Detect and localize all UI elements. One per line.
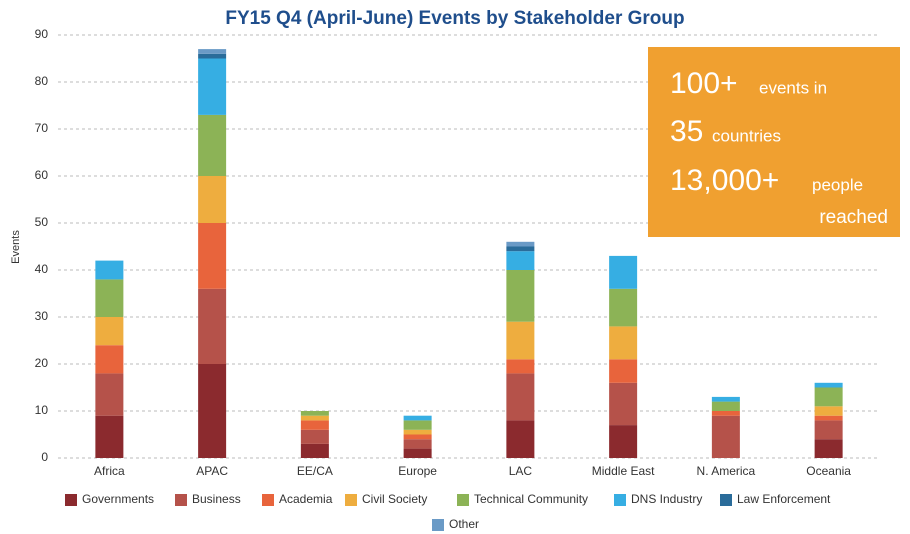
bar-segment	[609, 425, 638, 458]
bar-segment	[198, 364, 227, 458]
legend-swatch	[457, 494, 469, 506]
bar-segment	[506, 270, 535, 322]
bar-segment	[506, 251, 535, 270]
bar-segment	[95, 415, 124, 458]
bar-segment	[814, 382, 843, 388]
bar-segment	[814, 406, 843, 416]
bar-segment	[198, 58, 227, 115]
legend-label: Academia	[279, 492, 333, 506]
legend-label: Other	[449, 517, 479, 531]
bar-segment	[300, 443, 329, 458]
bar-segment	[198, 288, 227, 364]
bar-segment	[95, 373, 124, 416]
legend-swatch	[175, 494, 187, 506]
bar-segment	[198, 53, 227, 59]
legend-swatch	[432, 519, 444, 531]
bar-segment	[95, 279, 124, 317]
y-axis-label: Events	[10, 230, 22, 264]
bar-segment	[711, 401, 740, 411]
callout-text: people	[812, 175, 863, 194]
callout-text: events in	[759, 78, 827, 97]
y-tick-label: 20	[35, 356, 49, 370]
bar-segment	[403, 415, 432, 421]
y-tick-label: 90	[35, 27, 49, 41]
bar-segment	[609, 288, 638, 327]
bar-segment	[403, 420, 432, 430]
callout-text: 35	[670, 115, 703, 148]
bar-segment	[711, 415, 740, 458]
legend-swatch	[345, 494, 357, 506]
callout-text: reached	[819, 207, 888, 228]
bar-segment	[506, 373, 535, 421]
legend-label: Technical Community	[474, 492, 588, 506]
bar-segment	[609, 359, 638, 383]
x-tick-label: Middle East	[592, 464, 655, 478]
callout-text: 13,000+	[670, 164, 779, 197]
x-tick-label: N. America	[697, 464, 756, 478]
legend-label: Business	[192, 492, 241, 506]
bar-segment	[300, 411, 329, 416]
bar-segment	[506, 359, 535, 374]
legend-swatch	[262, 494, 274, 506]
x-tick-label: LAC	[509, 464, 533, 478]
x-tick-label: Africa	[94, 464, 125, 478]
legend-swatch	[65, 494, 77, 506]
bar-segment	[711, 396, 740, 402]
legend-swatch	[720, 494, 732, 506]
bar-segment	[609, 326, 638, 360]
x-tick-label: Oceania	[806, 464, 851, 478]
x-tick-label: Europe	[398, 464, 437, 478]
bar-segment	[95, 317, 124, 346]
bar-segment	[403, 448, 432, 458]
bar-segment	[95, 260, 124, 280]
bar-segment	[814, 387, 843, 407]
y-tick-label: 10	[35, 403, 49, 417]
bar-segment	[814, 415, 843, 421]
callout-box	[648, 47, 900, 237]
bar-segment	[300, 429, 329, 444]
y-tick-label: 30	[35, 309, 49, 323]
bar-segment	[506, 321, 535, 360]
bar-segment	[506, 420, 535, 458]
chart-title: FY15 Q4 (April-June) Events by Stakehold…	[225, 8, 684, 29]
bar-segment	[403, 439, 432, 449]
bar-segment	[198, 176, 227, 223]
x-tick-label: APAC	[196, 464, 228, 478]
legend-label: Civil Society	[362, 492, 427, 506]
bar-segment	[609, 255, 638, 289]
legend-label: Governments	[82, 492, 154, 506]
y-tick-label: 70	[35, 121, 49, 135]
y-tick-label: 0	[41, 450, 48, 464]
bar-segment	[198, 223, 227, 289]
y-tick-label: 50	[35, 215, 49, 229]
x-tick-label: EE/CA	[297, 464, 333, 478]
bar-segment	[814, 439, 843, 458]
bar-segment	[198, 114, 227, 176]
y-tick-label: 40	[35, 262, 49, 276]
bar-segment	[609, 382, 638, 426]
bar-segment	[300, 420, 329, 430]
bar-segment	[403, 429, 432, 435]
legend-swatch	[614, 494, 626, 506]
bar-segment	[95, 345, 124, 374]
y-tick-label: 80	[35, 74, 49, 88]
bar-segment	[506, 241, 535, 247]
bar-segment	[814, 420, 843, 440]
bar-segment	[506, 246, 535, 252]
y-tick-label: 60	[35, 168, 49, 182]
bar-segment	[198, 49, 227, 54]
bar-segment	[711, 411, 740, 416]
callout-text: countries	[712, 126, 781, 145]
bar-segment	[300, 415, 329, 421]
legend-label: Law Enforcement	[737, 492, 831, 506]
legend-label: DNS Industry	[631, 492, 702, 506]
bar-segment	[403, 434, 432, 440]
callout-text: 100+	[670, 67, 738, 100]
